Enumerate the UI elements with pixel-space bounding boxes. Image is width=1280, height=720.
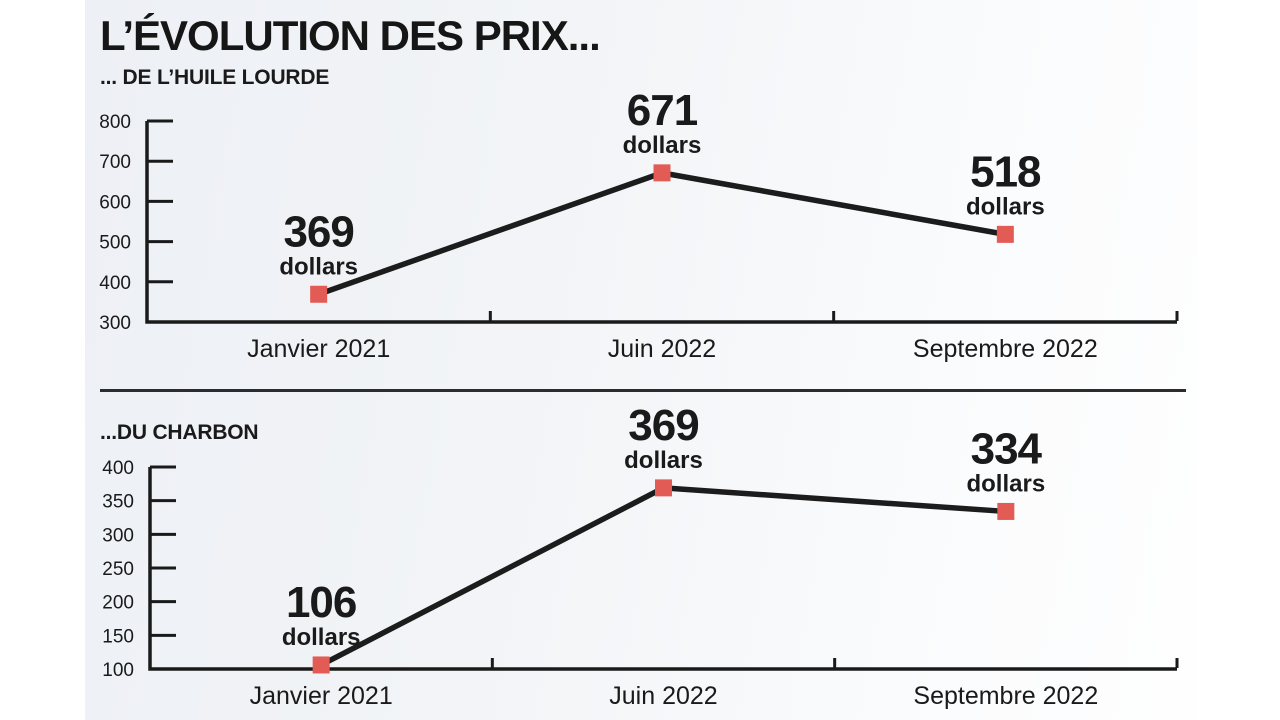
value-label: 671 — [627, 86, 698, 135]
data-point-marker — [997, 502, 1015, 520]
y-tick-label: 300 — [102, 525, 134, 546]
y-tick-label: 400 — [99, 273, 131, 294]
value-label: 106 — [286, 578, 356, 627]
y-tick-label: 800 — [99, 112, 131, 133]
y-tick-label: 300 — [99, 313, 131, 334]
x-tick-label: Janvier 2021 — [247, 335, 390, 363]
data-point-marker — [996, 225, 1014, 243]
y-tick-label: 150 — [102, 626, 134, 647]
y-tick-label: 500 — [99, 233, 131, 254]
axes — [148, 467, 1177, 671]
data-point-marker — [310, 285, 328, 303]
chart-heavy-oil-subtitle: ... DE L’HUILE LOURDE — [100, 66, 330, 89]
data-point-marker — [312, 656, 330, 674]
page-title: L’ÉVOLUTION DES PRIX... — [100, 12, 601, 59]
y-tick-label: 350 — [102, 492, 134, 513]
value-label: 518 — [970, 147, 1041, 196]
y-tick-label: 600 — [99, 192, 131, 213]
data-line — [318, 485, 1009, 668]
value-unit-label: dollars — [282, 624, 361, 651]
chart-coal-subtitle: ...DU CHARBON — [100, 421, 259, 444]
value-unit-label: dollars — [966, 193, 1045, 220]
chart-0: 800 700 600 500 400 300 Janvier 2021 Juin 2022 S… — [99, 86, 1179, 363]
value-unit-label: dollars — [966, 470, 1045, 497]
y-tick-label: 100 — [102, 660, 134, 681]
x-tick-label: Septembre 2022 — [913, 682, 1098, 710]
x-tick-label: Septembre 2022 — [913, 335, 1098, 363]
data-point-marker — [653, 164, 671, 182]
data-point-marker — [655, 479, 672, 497]
value-label: 369 — [283, 207, 353, 256]
y-tick-label: 700 — [99, 152, 131, 173]
value-label: 369 — [628, 401, 698, 450]
data-line — [315, 170, 1009, 298]
value-unit-label: dollars — [279, 253, 358, 280]
x-tick-label: Janvier 2021 — [250, 682, 393, 710]
y-tick-label: 250 — [102, 559, 134, 580]
chart-1: 400 350 300 250 200 150 100 Janvier 2021 Juin 20… — [102, 401, 1179, 710]
y-tick-label: 200 — [102, 593, 134, 614]
background-panel — [85, 0, 1197, 720]
x-tick-label: Juin 2022 — [608, 335, 716, 363]
value-unit-label: dollars — [624, 447, 703, 474]
x-tick-label: Juin 2022 — [609, 682, 717, 710]
value-label: 334 — [971, 424, 1043, 473]
axes — [145, 121, 1177, 324]
y-tick-label: 400 — [102, 458, 134, 479]
section-divider — [100, 389, 1186, 392]
value-unit-label: dollars — [623, 132, 702, 159]
